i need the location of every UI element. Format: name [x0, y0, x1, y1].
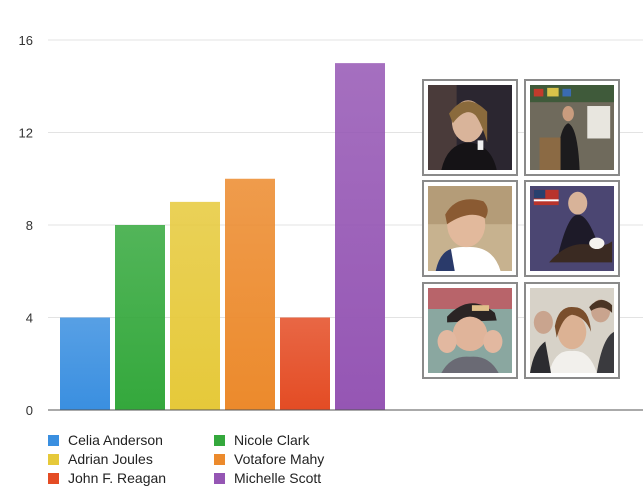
legend-swatch: [214, 435, 225, 446]
legend-label: Michelle Scott: [234, 470, 322, 486]
legend-swatch: [48, 454, 59, 465]
photo-5: [422, 282, 518, 379]
photo-1: [422, 79, 518, 176]
classroom-photo-icon: [530, 85, 614, 170]
bar-votafore-mahy: [225, 178, 275, 410]
bar-adrian-joules: [170, 201, 220, 410]
portrait-photo-icon: [428, 85, 512, 170]
group-selfie-photo-icon: [530, 288, 614, 373]
legend-swatch: [48, 435, 59, 446]
bar-nicole-clark: [115, 225, 165, 410]
legend-swatch: [214, 454, 225, 465]
legend-label: Adrian Joules: [68, 451, 153, 467]
legend-swatch: [48, 473, 59, 484]
bar-john-f-reagan: [280, 317, 330, 410]
y-tick-label: 4: [26, 311, 33, 326]
legend-item-votafore-mahy: Votafore Mahy: [214, 451, 324, 467]
legend-item-nicole-clark: Nicole Clark: [214, 432, 309, 448]
legend-item-michelle-scott: Michelle Scott: [214, 470, 321, 486]
legend-label: Nicole Clark: [234, 432, 310, 448]
y-tick-label: 12: [19, 126, 33, 141]
y-tick-label: 0: [26, 403, 33, 418]
cap-portrait-photo-icon: [428, 288, 512, 373]
y-axis-ticks: 0 4 8 12 16: [19, 33, 33, 418]
legend-label: Celia Anderson: [68, 432, 163, 448]
portrait-photo-icon: [428, 186, 512, 271]
photo-3: [422, 180, 518, 277]
bar-series: [60, 63, 385, 410]
legend-swatch: [214, 473, 225, 484]
photo-2: [524, 79, 620, 176]
legend-item-adrian-joules: Adrian Joules: [48, 451, 153, 467]
photo-4: [524, 180, 620, 277]
legend-label: Votafore Mahy: [234, 451, 325, 467]
legend-item-john-f-reagan: John F. Reagan: [48, 470, 166, 486]
bar-celia-anderson: [60, 317, 110, 410]
photo-6: [524, 282, 620, 379]
y-tick-label: 16: [19, 33, 33, 48]
flag-eagle-photo-icon: [530, 186, 614, 271]
legend-label: John F. Reagan: [68, 470, 167, 486]
y-tick-label: 8: [26, 218, 33, 233]
bar-chart: 0 4 8 12 16: [19, 33, 643, 418]
legend-item-celia-anderson: Celia Anderson: [48, 432, 163, 448]
bar-michelle-scott: [335, 63, 385, 410]
